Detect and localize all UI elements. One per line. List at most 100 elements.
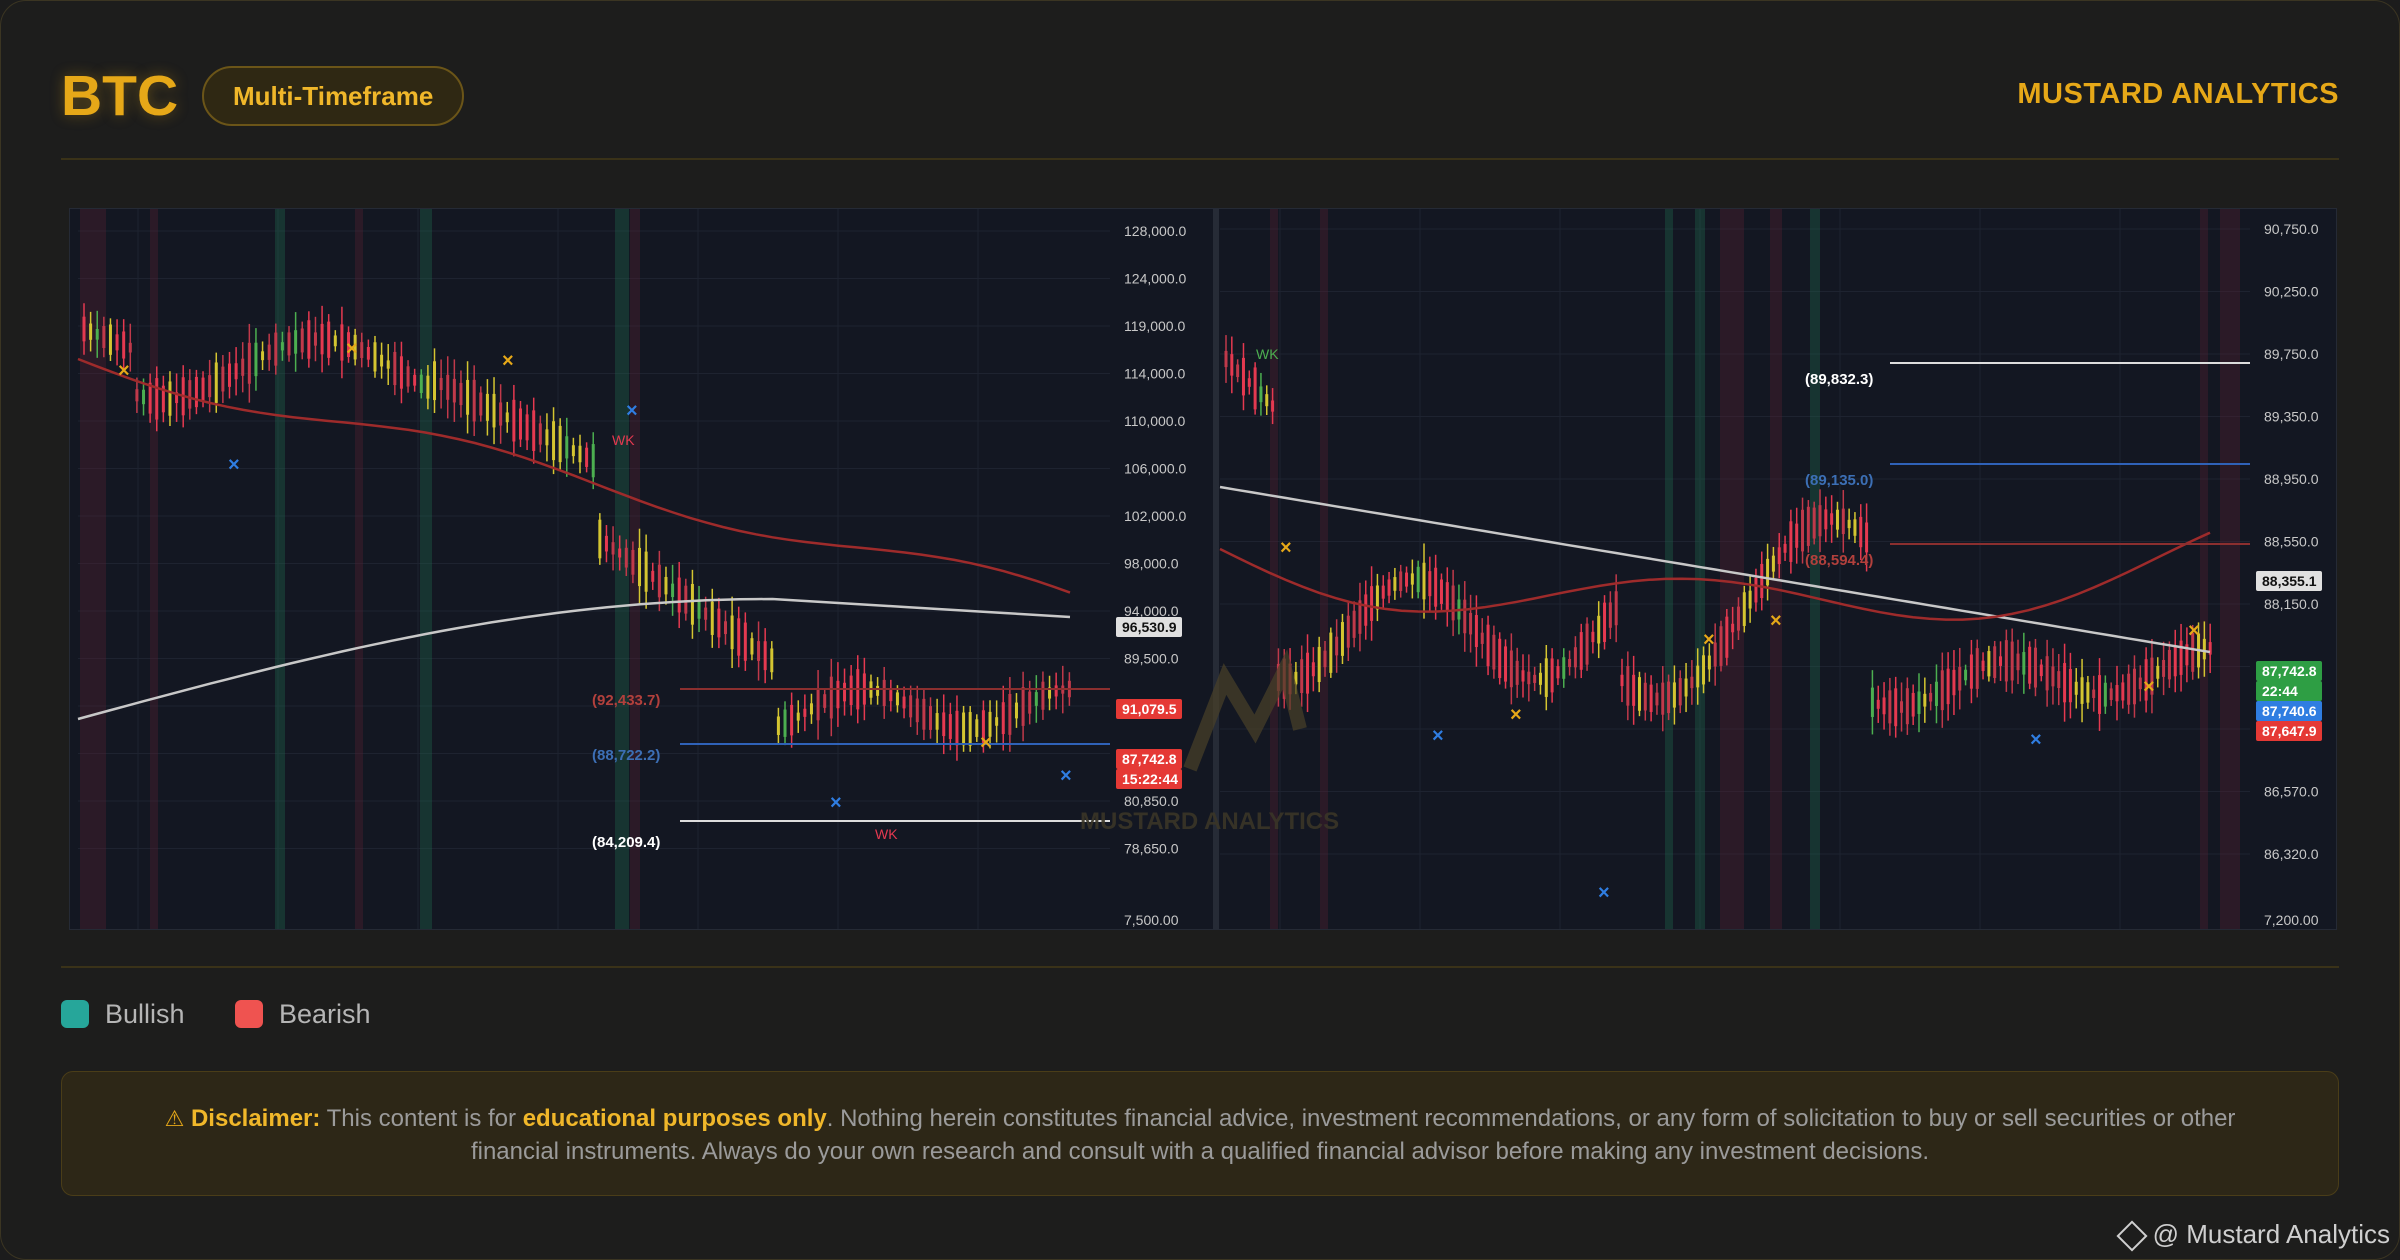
candle-body xyxy=(829,676,833,719)
candle-body xyxy=(499,402,503,426)
binance-diamond-icon xyxy=(2116,1220,2148,1252)
candle-body xyxy=(1614,591,1618,626)
candle-body xyxy=(1853,519,1857,536)
level-label: (84,209.4) xyxy=(592,834,660,851)
candle-body xyxy=(1964,669,1968,681)
candle-body xyxy=(1812,507,1816,539)
price-axis-label: 94,000.0 xyxy=(1124,603,1179,619)
candle-body xyxy=(975,719,979,737)
candle-body xyxy=(545,429,549,446)
bearish-session-band xyxy=(1320,209,1328,929)
bearish-session-band xyxy=(1770,209,1782,929)
candle-body xyxy=(1981,660,1985,672)
candle-body xyxy=(1865,522,1869,553)
candle-body xyxy=(558,425,562,463)
swing-high-marker: × xyxy=(1703,629,1715,651)
candle-body xyxy=(161,385,165,413)
candle-body xyxy=(1352,610,1356,638)
candle-body xyxy=(2033,647,2037,688)
bearish-session-band xyxy=(2220,209,2240,929)
candle-body xyxy=(1626,666,1630,706)
candle-body xyxy=(2167,649,2171,680)
candle-body xyxy=(433,361,437,401)
candle-body xyxy=(2039,664,2043,677)
candle-body xyxy=(1463,599,1467,634)
price-axis-label: 86,320.0 xyxy=(2264,846,2319,862)
candle-body xyxy=(2068,668,2072,703)
price-axis-label: 110,000.0 xyxy=(1124,413,1185,429)
candle-body xyxy=(1702,655,1706,685)
candle-body xyxy=(1859,516,1863,548)
timeframe-badge[interactable]: Multi-Timeframe xyxy=(202,66,465,126)
candle-body xyxy=(968,712,972,746)
swing-low-marker: × xyxy=(2030,729,2042,751)
candle-body xyxy=(1028,691,1032,714)
candle-body xyxy=(505,412,509,423)
candle-body xyxy=(1393,577,1397,591)
bearish-session-band xyxy=(2200,209,2208,929)
candle-body xyxy=(1422,562,1426,600)
candle-body xyxy=(426,375,430,399)
candle-body xyxy=(135,389,139,402)
watermark-text: MUSTARD ANALYTICS xyxy=(1080,808,1339,835)
candle-body xyxy=(82,316,86,342)
swing-low-marker: × xyxy=(1598,882,1610,904)
candle-body xyxy=(776,716,780,735)
candle-body xyxy=(175,392,179,404)
candle-body xyxy=(108,324,112,355)
bullish-session-band xyxy=(420,209,432,929)
candle-body xyxy=(1434,567,1438,607)
candle-body xyxy=(2028,646,2032,684)
candle-body xyxy=(1358,600,1362,634)
candle-body xyxy=(1777,547,1781,565)
candle-body xyxy=(803,708,807,717)
wk-label: WK xyxy=(612,432,635,448)
candle-body xyxy=(1253,367,1257,410)
candle-body xyxy=(512,399,516,442)
candle-body xyxy=(2202,638,2206,660)
candle-body xyxy=(948,714,952,739)
candle-body xyxy=(1608,602,1612,628)
candle-body xyxy=(2144,659,2148,701)
left-chart-panel: (92,433.7) (88,722.2) (84,209.4) 128,000.0 1… xyxy=(77,209,1260,929)
candle-body xyxy=(955,710,959,746)
price-axis-label: 90,750.0 xyxy=(2264,221,2319,237)
candle-body xyxy=(1952,669,1956,696)
price-axis-label: 114,000.0 xyxy=(1124,366,1185,382)
candle-body xyxy=(1637,677,1641,711)
candle-body xyxy=(2016,653,2020,671)
candle-body xyxy=(638,547,642,587)
candle-body xyxy=(446,374,450,400)
candle-body xyxy=(922,698,926,730)
candle-body xyxy=(604,535,608,552)
candle-body xyxy=(796,712,800,721)
disclaimer-text-2: . Nothing herein constitutes financial a… xyxy=(470,1105,2236,1165)
candle-body xyxy=(836,680,840,709)
moving-average-long xyxy=(1219,485,2211,654)
candle-body xyxy=(274,332,278,366)
candle-body xyxy=(128,342,132,353)
candle-body xyxy=(327,321,331,358)
candle-body xyxy=(1533,674,1537,683)
wk-label: WK xyxy=(875,826,898,842)
candle-body xyxy=(1725,616,1729,658)
candle-body xyxy=(598,519,602,559)
bearish-session-band xyxy=(150,209,158,929)
candle-body xyxy=(1742,592,1746,626)
candle-body xyxy=(1818,505,1822,537)
candle-body xyxy=(565,436,569,459)
legend-bearish-label: Bearish xyxy=(279,999,371,1029)
watermark-logo-icon xyxy=(1183,648,1307,772)
candle-body xyxy=(1975,648,1979,689)
candle-body xyxy=(1736,606,1740,631)
brand-name: MUSTARD ANALYTICS xyxy=(2017,78,2339,110)
legend-divider xyxy=(61,966,2339,968)
candle-body xyxy=(1224,350,1228,368)
footer-handle[interactable]: @ Mustard Analytics xyxy=(2116,1218,2390,1252)
candle-body xyxy=(1795,523,1799,548)
candle-body xyxy=(532,410,536,451)
candle-body xyxy=(1568,658,1572,668)
candle-body xyxy=(2092,689,2096,698)
candle-body xyxy=(1940,670,1944,711)
candle-body xyxy=(1946,668,1950,705)
